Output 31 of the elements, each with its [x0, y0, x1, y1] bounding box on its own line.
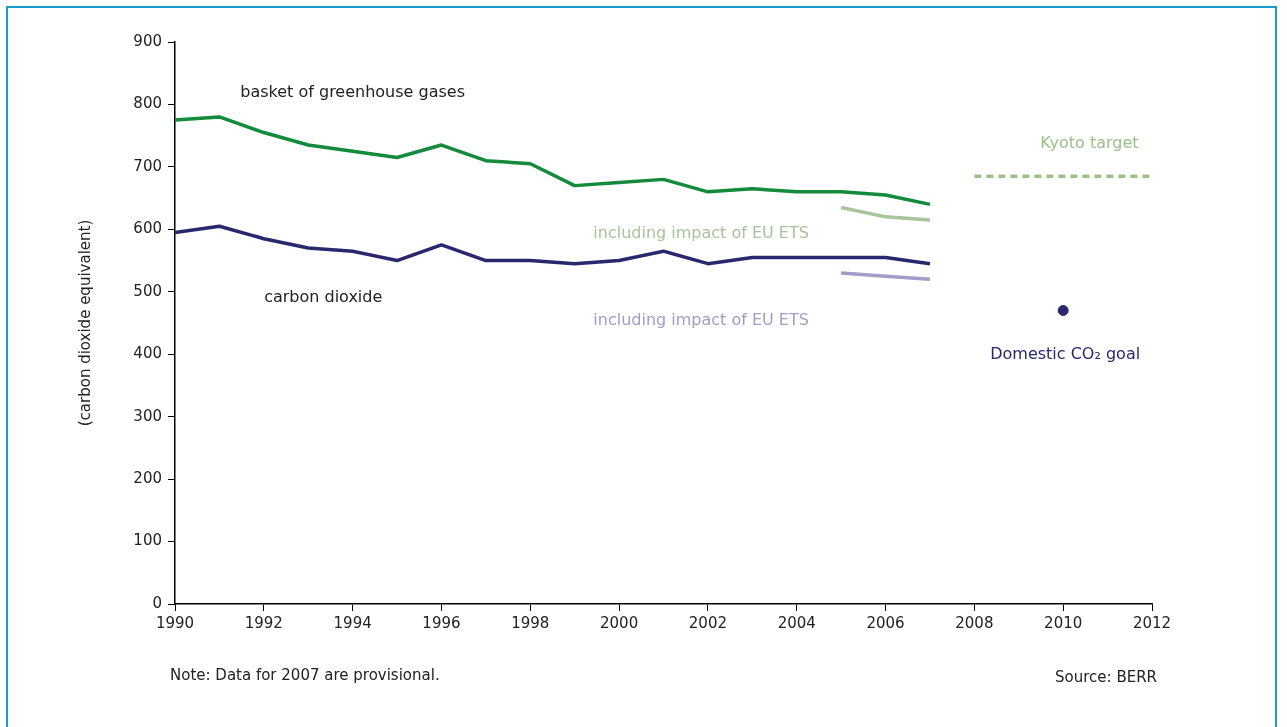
text: including impact of EU ETS	[593, 310, 809, 330]
y-tick-label: 500	[133, 281, 162, 300]
source-note: Source: BERR	[1055, 667, 1157, 686]
y-tick-label: 800	[133, 94, 162, 113]
y-tick-label: 0	[152, 593, 162, 612]
text: including impact of EU ETS	[593, 222, 809, 242]
x-tick-label: 1990	[155, 613, 195, 632]
x-tick-label: 2004	[777, 613, 816, 632]
y-tick-label: 400	[133, 344, 162, 363]
x-tick-label: 1992	[244, 613, 283, 632]
y-tick-label: 700	[133, 156, 162, 175]
x-tick-label: 1998	[511, 613, 550, 632]
x-tick-label: 1996	[422, 613, 461, 632]
y-tick-label: 600	[133, 219, 162, 238]
y-axis-title: (carbon dioxide equivalent)	[75, 219, 94, 427]
y-tick-label: 300	[133, 406, 162, 425]
text: Note: Data for 2007 are provisional.	[170, 665, 440, 684]
series-label: Kyoto target	[1040, 133, 1139, 153]
x-tick-label: 2010	[1044, 613, 1083, 632]
series-label: basket of greenhouse gases	[240, 82, 465, 102]
y-tick-label: 100	[133, 531, 162, 550]
x-tick-label: 2000	[600, 613, 639, 632]
x-tick-label: 2008	[955, 613, 994, 632]
text: Domestic CO₂ goal	[990, 343, 1141, 363]
x-tick-label: 2012	[1132, 613, 1172, 632]
y-tick-label: 900	[133, 31, 162, 50]
y-tick-label: 200	[133, 469, 162, 487]
x-tick-label: 1994	[333, 613, 372, 632]
x-tick-label: 2006	[866, 613, 905, 632]
x-tick-label: 2002	[688, 613, 727, 632]
series-label: carbon dioxide	[264, 287, 383, 307]
